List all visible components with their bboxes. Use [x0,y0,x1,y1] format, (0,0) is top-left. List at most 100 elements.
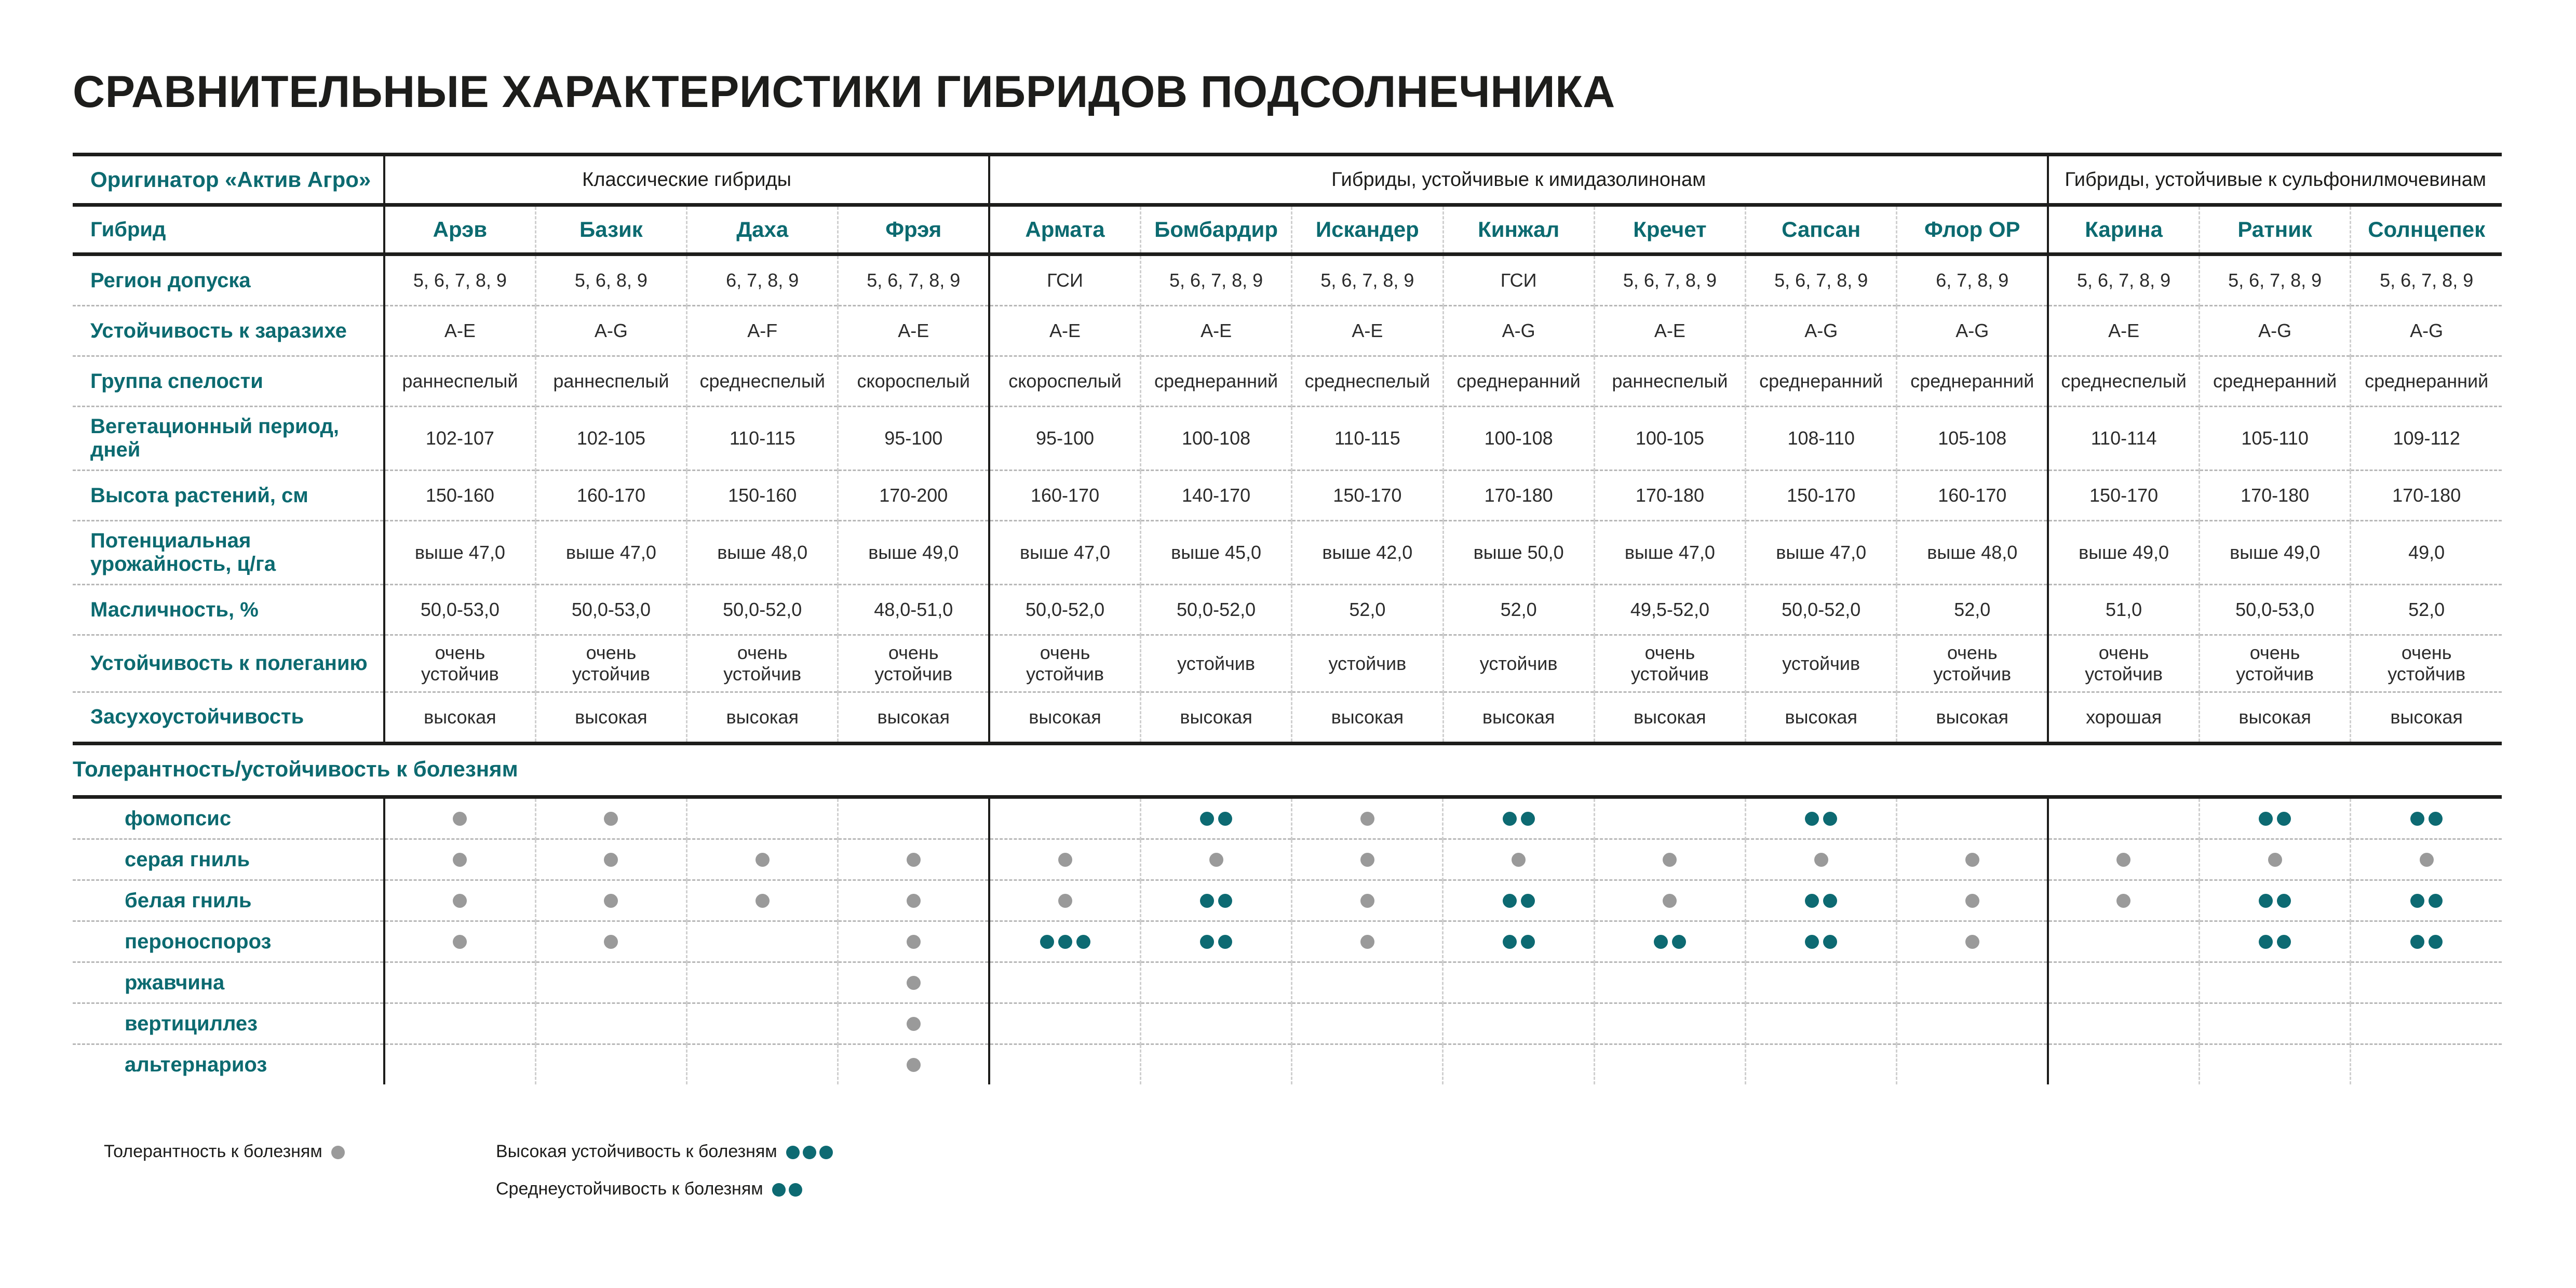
characteristic-value: A-G [534,305,687,356]
characteristic-label: Группа спелости [90,369,263,393]
resistance-dot-teal [788,1183,802,1197]
disease-label: серая гниль [125,848,250,871]
disease-rating-cell [2198,839,2351,880]
disease-rating-cell [1139,921,1292,962]
characteristic-row: Потенциальная урожайность, ц/га выше 47,0… [73,520,2502,585]
characteristic-value: выше 49,0 [2198,520,2351,585]
disease-rating-cell [534,839,687,880]
resistance-dot-teal [2410,811,2425,826]
resistance-dot-teal [1823,934,1838,949]
resistance-dot-teal [786,1146,800,1160]
tolerance-dot-gray [906,893,921,908]
resistance-dot-teal [2429,893,2443,908]
characteristic-value: 109-112 [2350,406,2502,471]
characteristic-value: очень устойчив [2350,635,2502,692]
disease-rating-cell [2198,921,2351,962]
characteristic-value: 150-170 [1745,470,1897,521]
characteristic-row: Регион допуска 5, 6, 7, 8, 9 5, 6, 8, 9 6, … [73,254,2502,306]
group-header-row: Оригинатор «Актив Агро» Классические гиб… [73,154,2502,205]
characteristic-value: 5, 6, 7, 8, 9 [1745,254,1897,306]
tolerance-dot-gray [1512,852,1526,867]
tolerance-dot-gray [1360,934,1374,949]
hybrid-column-header: Кречет [1593,205,1746,254]
disease-rating-cell [1291,797,1443,839]
disease-rating-cell [1593,1003,1746,1044]
disease-rating-cell [1593,797,1746,839]
hybrid-column-header: Фрэя [837,205,990,254]
characteristic-value: высокая [534,692,687,744]
resistance-dot-teal [1502,934,1517,949]
disease-rating-cell [1442,1044,1595,1084]
tolerance-dot-gray [604,811,618,826]
legend-item-tolerance: Толерантность к болезням [104,1142,346,1162]
characteristic-value: выше 48,0 [686,520,838,585]
characteristic-value: среднеспелый [2047,356,2200,407]
tolerance-dot-gray [1965,852,1979,867]
disease-rating-cell [2047,880,2200,921]
characteristic-label: Потенциальная урожайность, ц/га [90,529,276,575]
disease-rating-cell [988,962,1141,1003]
characteristic-value: среднеранний [1139,356,1292,407]
characteristic-value: среднеспелый [686,356,838,407]
characteristic-row: Устойчивость к полеганию очень устойчив оче… [73,635,2502,692]
disease-rating-cell [383,839,536,880]
characteristic-value: 5, 6, 7, 8, 9 [2350,254,2502,306]
characteristic-value: скороспелый [988,356,1141,407]
disease-rating-cell [2198,962,2351,1003]
characteristic-value: скороспелый [837,356,990,407]
resistance-dot-teal [1520,811,1535,826]
characteristic-value: выше 47,0 [534,520,687,585]
characteristic-value: A-G [2198,305,2351,356]
characteristic-value: среднеспелый [1291,356,1443,407]
disease-rating-cell [2350,1003,2502,1044]
resistance-dot-teal [1200,811,1215,826]
disease-rating-cell [1291,880,1443,921]
characteristic-value: среднеранний [2198,356,2351,407]
characteristic-value: 100-105 [1593,406,1746,471]
characteristic-value: 5, 6, 7, 8, 9 [1139,254,1292,306]
characteristic-value: A-E [837,305,990,356]
tolerance-dot-gray [2116,893,2131,908]
tolerance-dot-gray [755,852,770,867]
tolerance-dot-gray [755,893,770,908]
disease-rating-cell [837,797,990,839]
characteristics-table: Оригинатор «Актив Агро» Классические гиб… [73,153,2502,745]
disease-rating-cell [1896,1044,2048,1084]
tolerance-dot-gray [453,893,467,908]
characteristic-value: 150-160 [383,470,536,521]
disease-label: альтернариоз [125,1053,267,1076]
characteristic-value: 170-180 [2350,470,2502,521]
characteristic-value: ГСИ [988,254,1141,306]
characteristic-value: выше 47,0 [988,520,1141,585]
disease-rating-cell [988,1003,1141,1044]
resistance-dot-teal [2429,811,2443,826]
characteristic-value: 52,0 [1291,584,1443,635]
characteristic-label: Вегетационный период, дней [90,415,339,461]
legend-medium-resistance-dots [771,1183,804,1197]
resistance-dot-teal [1653,934,1668,949]
disease-rating-cell [1593,962,1746,1003]
characteristic-label: Высота растений, см [90,484,308,507]
disease-rating-cell [383,1003,536,1044]
resistance-dot-teal [1805,934,1819,949]
characteristic-value: выше 48,0 [1896,520,2048,585]
characteristic-value: 52,0 [1896,584,2048,635]
characteristic-value: среднеранний [1745,356,1897,407]
disease-rating-cell [2350,962,2502,1003]
characteristic-value: раннеспелый [1593,356,1746,407]
characteristic-value: 50,0-52,0 [988,584,1141,635]
disease-label: белая гниль [125,889,252,912]
disease-rating-cell [1442,1003,1595,1044]
characteristic-value: 100-108 [1442,406,1595,471]
disease-rating-cell [1442,880,1595,921]
characteristic-value: выше 42,0 [1291,520,1443,585]
characteristic-label: Масличность, % [90,598,259,621]
disease-row: альтернариоз [73,1044,2502,1084]
disease-rating-cell [2198,797,2351,839]
characteristic-value: 52,0 [1442,584,1595,635]
characteristic-value: устойчив [1139,635,1292,692]
characteristic-value: A-E [2047,305,2200,356]
resistance-dot-teal [2277,934,2291,949]
disease-rating-cell [686,921,838,962]
disease-rating-cell [837,839,990,880]
